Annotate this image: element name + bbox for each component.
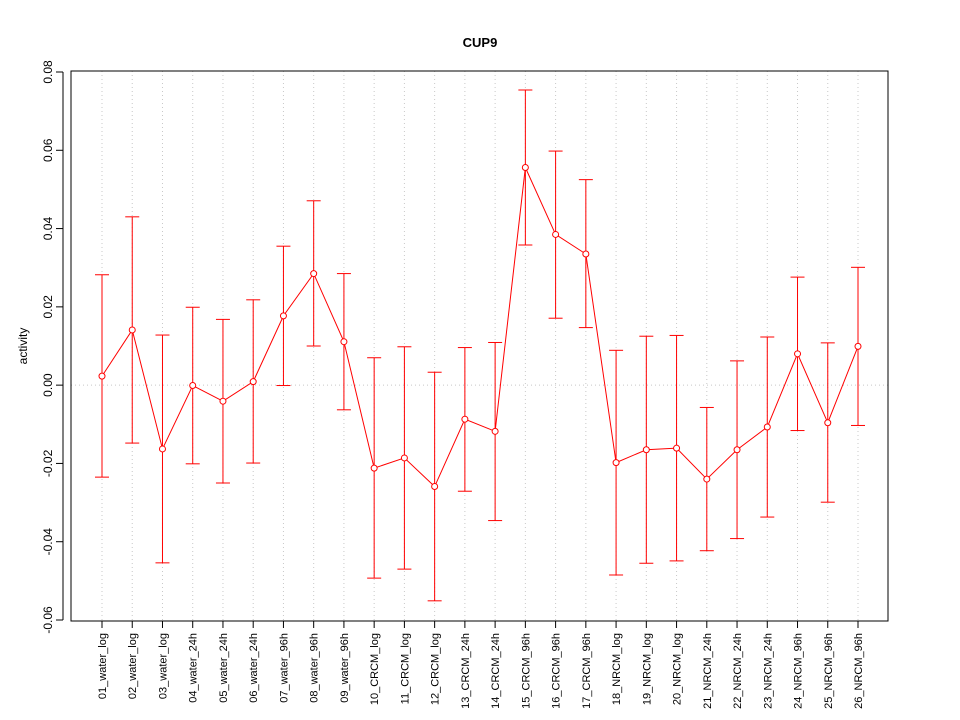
x-tick-label: 01_water_log [97, 633, 109, 699]
x-tick-label: 17_CRCM_96h [581, 633, 593, 709]
data-point [370, 464, 378, 472]
data-point [521, 164, 529, 172]
data-point [854, 342, 862, 350]
x-tick-label: 23_NRCM_24h [762, 633, 774, 709]
x-tick-label: 13_CRCM_24h [460, 633, 472, 709]
data-point [824, 419, 832, 427]
data-point [642, 446, 650, 454]
x-tick-label: 09_water_96h [339, 633, 351, 703]
data-point [794, 350, 802, 358]
x-tick-label: 24_NRCM_96h [793, 633, 805, 709]
x-tick-label: 10_CRCM_log [369, 633, 381, 705]
data-point [461, 415, 469, 423]
data-point [310, 270, 318, 278]
data-point [249, 378, 257, 386]
x-tick-label: 19_NRCM_log [641, 633, 653, 705]
y-tick-label: -0.06 [41, 606, 55, 634]
data-point [279, 312, 287, 320]
x-axis: 01_water_log 02_water_log 03_water_log 04_w… [97, 620, 865, 709]
x-tick-label: 02_water_log [127, 633, 139, 699]
data-series [101, 165, 859, 488]
data-points [98, 164, 862, 491]
grid-lines [101, 71, 859, 621]
y-tick-label: -0.02 [41, 449, 55, 477]
y-tick-label: 0.06 [41, 138, 55, 162]
data-point [219, 397, 227, 405]
x-tick-label: 15_CRCM_96h [520, 633, 532, 709]
data-point [128, 326, 136, 334]
data-point [431, 483, 439, 491]
x-tick-label: 21_NRCM_24h [702, 633, 714, 709]
y-tick-label: 0.02 [41, 295, 55, 319]
data-point [400, 454, 408, 462]
x-tick-label: 25_NRCM_96h [823, 633, 835, 709]
data-point [582, 250, 590, 258]
y-tick-label: 0.00 [41, 373, 55, 397]
data-point [189, 382, 197, 390]
data-point [733, 446, 741, 454]
data-point [703, 475, 711, 483]
y-tick-label: 0.04 [41, 217, 55, 241]
data-point [158, 445, 166, 453]
y-axis-label: activity [16, 328, 30, 365]
data-point [340, 338, 348, 346]
error-bars [95, 89, 865, 602]
x-tick-label: 26_NRCM_96h [853, 633, 865, 709]
series-line [101, 165, 859, 488]
data-point [612, 459, 620, 467]
y-tick-label: -0.04 [41, 528, 55, 556]
data-point [491, 427, 499, 435]
x-tick-label: 11_CRCM_log [399, 633, 411, 704]
y-tick-label: 0.08 [41, 60, 55, 84]
chart-title: CUP9 [463, 35, 498, 50]
data-point [673, 444, 681, 452]
data-point [552, 230, 560, 238]
x-tick-label: 14_CRCM_24h [490, 633, 502, 709]
x-tick-label: 06_water_24h [248, 633, 260, 703]
data-point [98, 372, 106, 380]
y-axis: -0.06 -0.04 -0.02 0.00 0.02 0.04 0.06 0.08 [41, 60, 64, 634]
x-tick-label: 04_water_24h [188, 633, 200, 703]
x-tick-label: 16_CRCM_96h [551, 633, 563, 709]
x-tick-label: 12_CRCM_log [430, 633, 442, 705]
x-tick-label: 03_water_log [157, 633, 169, 699]
x-tick-label: 08_water_96h [309, 633, 321, 703]
x-tick-label: 22_NRCM_24h [732, 633, 744, 709]
x-tick-label: 05_water_24h [218, 633, 230, 703]
data-point [763, 423, 771, 431]
x-tick-label: 18_NRCM_log [611, 633, 623, 705]
x-tick-label: 20_NRCM_log [672, 633, 684, 705]
x-tick-label: 07_water_96h [278, 633, 290, 703]
plot-frame [70, 70, 889, 622]
